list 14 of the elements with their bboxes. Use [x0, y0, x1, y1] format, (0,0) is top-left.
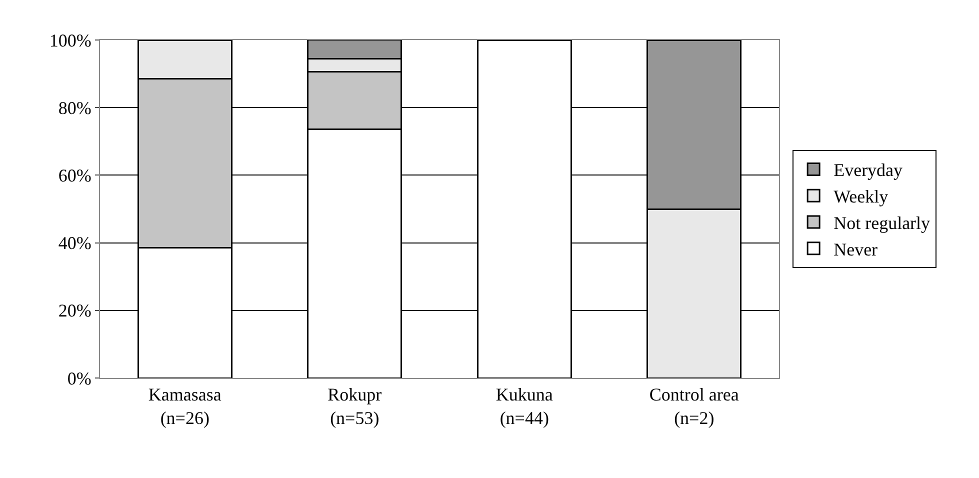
y-tick-label: 0% — [67, 368, 92, 388]
y-tick-label: 20% — [58, 300, 92, 321]
x-tick-label: Kukuna (n=44) — [496, 384, 553, 428]
x-tick-label: Control area (n=2) — [649, 384, 739, 428]
x-tick-label: Rokupr (n=53) — [328, 384, 382, 428]
legend-label: Never — [834, 239, 878, 260]
x-tick-label: Kamasasa (n=26) — [148, 384, 222, 428]
y-tick-label: 100% — [49, 30, 92, 50]
y-tick-label: 60% — [58, 166, 92, 186]
legend-label: Everyday — [834, 160, 903, 180]
legend-label: Not regularly — [834, 213, 930, 234]
y-tick-label: 40% — [58, 233, 92, 254]
legend-label: Weekly — [834, 186, 888, 207]
y-tick-label: 80% — [58, 98, 92, 118]
